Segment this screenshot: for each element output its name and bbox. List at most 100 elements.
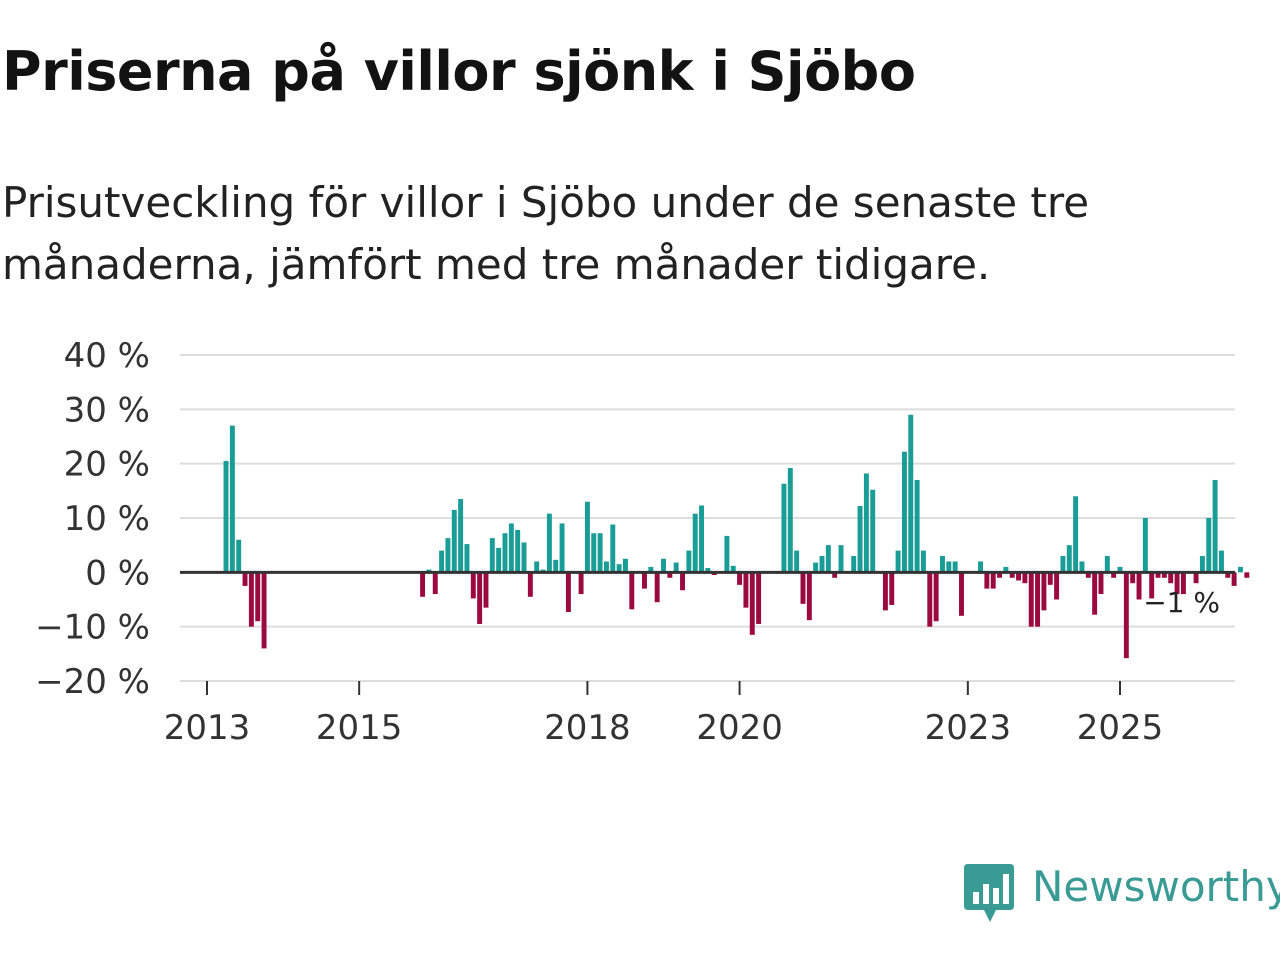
bar-negative xyxy=(990,572,996,589)
x-axis: 2013 2015 2018 2020 2023 2025 xyxy=(164,681,1163,748)
bar-negative xyxy=(1028,572,1034,627)
y-tick-label: 40 % xyxy=(64,336,150,376)
bar-negative xyxy=(1136,572,1142,600)
bar-negative xyxy=(578,572,584,595)
bar-negative xyxy=(882,572,888,611)
bar-negative xyxy=(749,572,755,635)
bar-negative xyxy=(1123,572,1129,659)
bar-positive xyxy=(521,542,527,573)
y-tick-label: −10 % xyxy=(35,608,150,648)
bar-negative xyxy=(997,572,1003,578)
bar-positive xyxy=(439,550,445,573)
bar-negative xyxy=(1041,572,1047,611)
bar-positive xyxy=(863,473,869,573)
bar-positive xyxy=(794,550,800,573)
y-tick-label: −20 % xyxy=(35,662,150,702)
bar-negative xyxy=(1231,572,1237,586)
bar-negative xyxy=(927,572,933,627)
bar-negative xyxy=(1016,572,1022,581)
x-tick-label: 2020 xyxy=(696,708,783,748)
bar-negative xyxy=(1180,572,1186,595)
bar-negative xyxy=(984,572,990,589)
bar-positive xyxy=(819,556,825,573)
bar-positive xyxy=(616,564,622,573)
x-tick-label: 2023 xyxy=(925,708,1012,748)
bar-positive xyxy=(515,529,521,573)
bar-negative xyxy=(959,572,964,616)
bar-positive xyxy=(1073,496,1079,573)
y-tick-label: 30 % xyxy=(64,390,150,430)
bar-positive xyxy=(1218,550,1224,573)
bar-negative xyxy=(1022,572,1028,584)
bar-negative xyxy=(1174,572,1180,595)
x-tick-label: 2015 xyxy=(316,708,403,748)
bar-positive xyxy=(559,523,565,573)
bar-positive xyxy=(673,562,679,573)
bar-positive xyxy=(458,498,464,573)
bar-negative xyxy=(477,572,483,624)
bar-positive xyxy=(825,545,831,573)
bar-negative xyxy=(1054,572,1060,600)
bar-positive xyxy=(1237,566,1243,573)
bar-positive xyxy=(603,561,609,573)
bar-positive xyxy=(229,425,235,573)
bar-negative xyxy=(1085,572,1091,578)
bar-negative xyxy=(806,572,812,621)
bar-negative xyxy=(642,572,647,589)
bar-positive xyxy=(648,566,654,573)
bar-positive xyxy=(787,468,793,573)
bar-positive xyxy=(496,547,502,573)
bar-positive xyxy=(978,561,983,573)
brand-name: Newsworthy xyxy=(1032,862,1280,911)
chart-subtitle: Prisutveckling för villor i Sjöbo under … xyxy=(2,178,1090,289)
bar-positive xyxy=(610,524,616,573)
bar-positive xyxy=(451,509,457,573)
bar-positive xyxy=(1066,545,1072,573)
bar-chart: 40 %30 %20 %10 %0 %−10 %−20 % 2013 2015 20… xyxy=(35,336,1250,748)
bar-positive xyxy=(1199,556,1205,573)
bar-negative xyxy=(1225,572,1231,578)
y-tick-label: 20 % xyxy=(64,445,150,485)
bar-positive xyxy=(813,562,819,573)
bar-negative xyxy=(680,572,685,591)
bar-negative xyxy=(933,572,939,622)
x-tick-label: 2018 xyxy=(544,708,631,748)
bar-positive xyxy=(939,556,945,573)
bar-positive xyxy=(597,533,603,573)
bar-negative xyxy=(1098,572,1104,595)
bar-positive xyxy=(724,535,730,573)
bar-negative xyxy=(432,572,438,595)
bar-positive xyxy=(622,558,628,573)
bar-negative xyxy=(1111,572,1117,578)
bar-positive xyxy=(534,561,540,573)
bar-positive xyxy=(223,460,229,573)
chart-title: Priserna på villor sjönk i Sjöbo xyxy=(2,40,916,103)
bar-negative xyxy=(261,572,267,649)
bar-positive xyxy=(946,561,952,573)
y-tick-label: 0 % xyxy=(85,553,150,593)
bar-positive xyxy=(502,533,508,573)
bar-negative xyxy=(889,572,895,605)
y-tick-label: 10 % xyxy=(64,499,150,539)
bar-positive xyxy=(908,414,914,573)
bar-positive xyxy=(851,556,857,573)
bar-positive xyxy=(546,513,552,573)
last-value-label: −1 % xyxy=(1143,586,1220,619)
bar-positive xyxy=(705,567,711,573)
bar-negative xyxy=(1009,572,1015,578)
bar-negative xyxy=(248,572,254,627)
bar-negative xyxy=(743,572,749,608)
bar-positive xyxy=(1003,566,1009,573)
bar-positive xyxy=(857,506,863,573)
bar-negative xyxy=(667,572,673,578)
bar-negative xyxy=(255,572,261,622)
bars xyxy=(223,414,1250,659)
bar-positive xyxy=(914,479,920,573)
bar-negative xyxy=(654,572,660,603)
bar-negative xyxy=(737,572,743,585)
y-axis-labels: 40 % 30 % 20 % 10 % 0 % −10 % −20 % xyxy=(35,336,150,702)
bar-positive xyxy=(1206,518,1212,573)
bar-positive xyxy=(870,489,876,573)
bar-negative xyxy=(1092,572,1098,615)
bar-positive xyxy=(692,513,698,573)
